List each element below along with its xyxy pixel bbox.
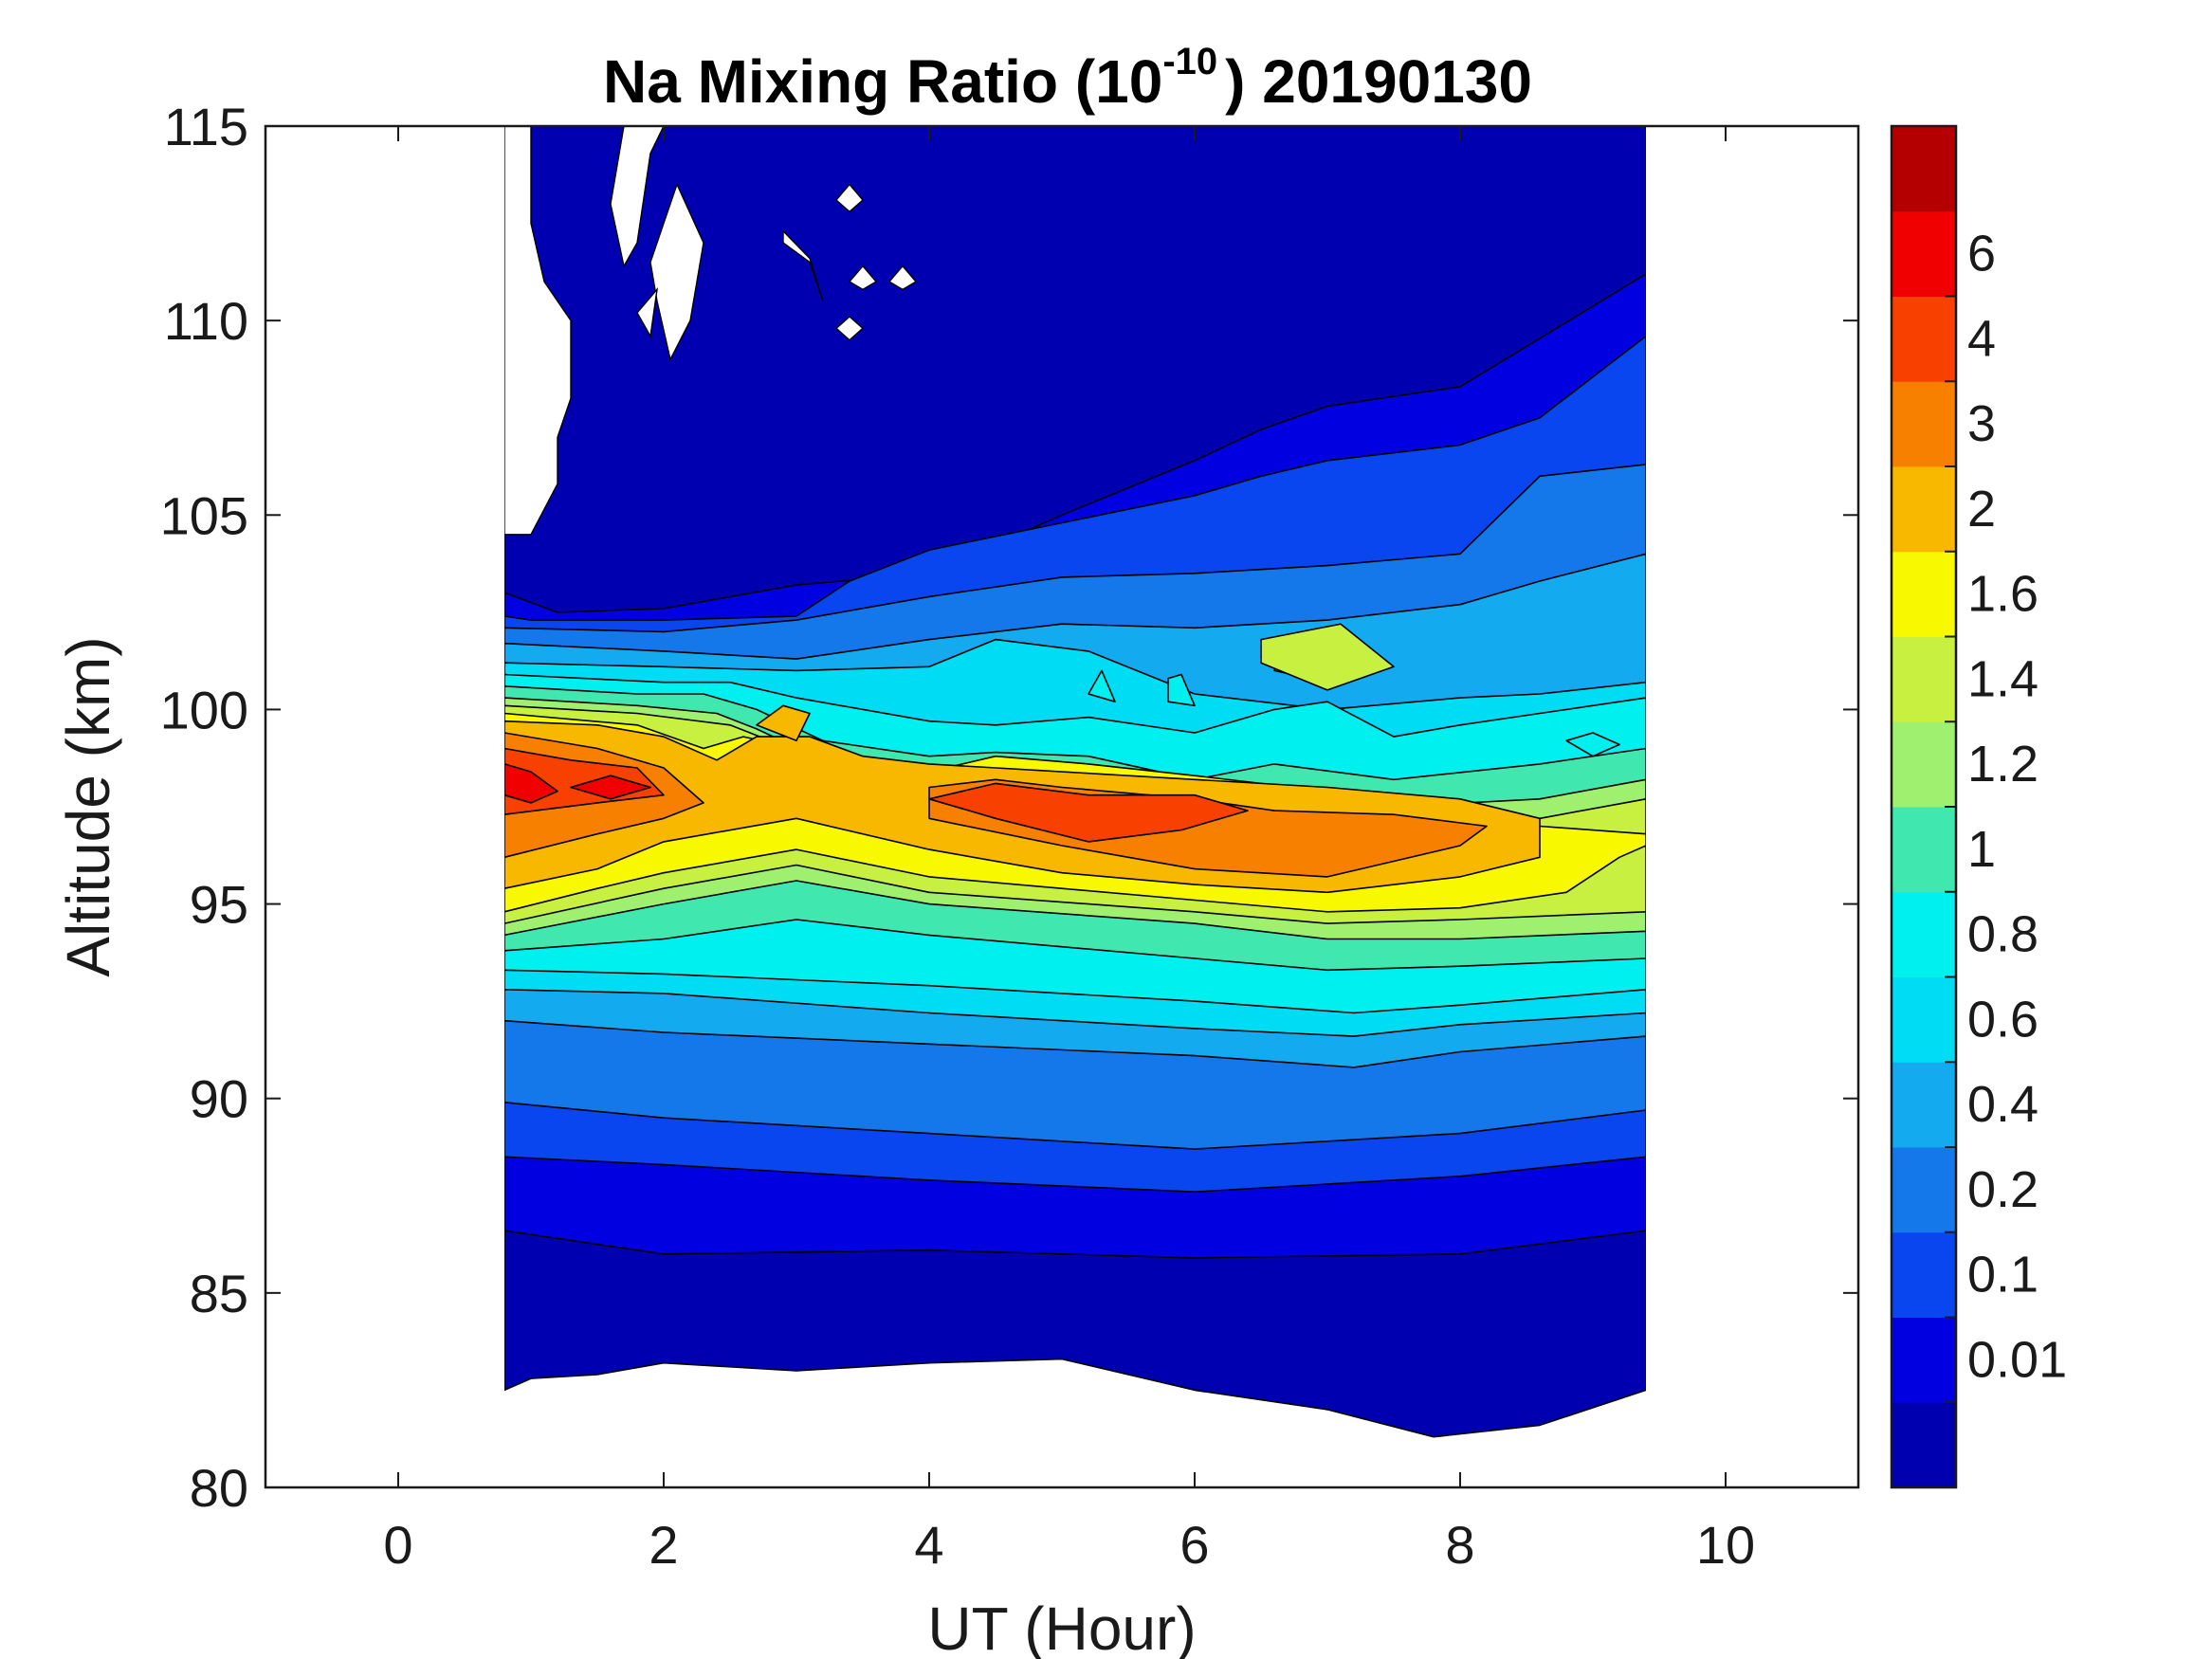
contour-band-6 (1167, 673, 1196, 707)
x-tick-label: 2 (649, 1515, 678, 1575)
x-tick-label: 10 (1696, 1515, 1755, 1575)
colorbar-tick-label: 0.01 (1967, 1331, 2067, 1388)
colorbar-tick-label: 4 (1967, 310, 1996, 367)
title-suffix: ) 20190130 (1225, 47, 1532, 116)
colorbar-tick-label: 2 (1967, 481, 1996, 538)
x-tick-label: 0 (383, 1515, 412, 1575)
contour-band-9 (1260, 623, 1395, 691)
colorbar-tick-label: 1.4 (1967, 650, 2038, 707)
y-tick-label: 110 (164, 291, 248, 351)
x-tick-label: 6 (1179, 1515, 1209, 1575)
colorbar-segment (1892, 126, 1956, 212)
y-axis-label: Altitude (km) (54, 636, 122, 976)
no-data-right (1646, 126, 1858, 1487)
colorbar-segment (1892, 551, 1956, 637)
y-tick-label: 95 (190, 875, 248, 935)
colorbar-segment (1892, 1317, 1956, 1403)
x-tick-label: 8 (1445, 1515, 1474, 1575)
colorbar-tick-label: 0.1 (1967, 1247, 2038, 1304)
colorbar-segment (1892, 891, 1956, 977)
missing-data-gap (835, 183, 864, 213)
colorbar-segment (1892, 381, 1956, 467)
missing-data-gap (848, 264, 878, 291)
colorbar-tick-label: 3 (1967, 395, 1996, 452)
colorbar: 0.01 0.1 0.2 0.4 0.6 0.8 1 1.2 1.4 1.6 2 3 4 6 (1890, 124, 2067, 1489)
contour-band-13 (928, 782, 1249, 843)
colorbar-tick-label: 0.6 (1967, 991, 2038, 1048)
colorbar-segment (1892, 721, 1956, 808)
missing-data-gap (887, 264, 918, 291)
missing-data-gap (649, 182, 704, 362)
x-tick-label: 4 (914, 1515, 943, 1575)
missing-data-gap (636, 287, 659, 338)
colorbar-segment (1892, 296, 1956, 382)
colorbar-segment (1892, 1402, 1956, 1488)
colorbar-tick-label: 1.6 (1967, 566, 2038, 623)
colorbar-tick-label: 1.2 (1967, 736, 2038, 793)
colorbar-segment (1892, 466, 1956, 553)
missing-data-gap (782, 229, 824, 301)
plot-area (265, 126, 1858, 1487)
colorbar-segment (1892, 1147, 1956, 1233)
y-tick-label: 90 (190, 1069, 248, 1129)
axes-box (264, 124, 1860, 1489)
title-main: Na Mixing Ratio (10 (603, 47, 1162, 116)
colorbar-tick-label: 0.2 (1967, 1161, 2038, 1218)
y-tick-label: 105 (160, 485, 248, 545)
colorbar-tick-label: 6 (1967, 226, 1996, 283)
x-axis: 0 2 4 6 8 10 (383, 126, 1755, 1575)
y-axis: 80 85 90 95 100 105 110 115 (160, 97, 1858, 1518)
colorbar-tick-label: 0.4 (1967, 1076, 2038, 1133)
contour-band-6 (1565, 732, 1620, 757)
missing-data-gap (834, 316, 865, 341)
colorbar-tick-label: 1 (1967, 821, 1996, 878)
x-axis-label: UT (Hour) (927, 1595, 1196, 1659)
y-tick-label: 85 (190, 1264, 248, 1323)
no-data-left (265, 126, 504, 1487)
y-tick-label: 115 (164, 97, 248, 156)
contour-band-11 (756, 704, 811, 742)
colorbar-segment (1892, 636, 1956, 722)
colorbar-segment (1892, 976, 1956, 1063)
colorbar-segment (1892, 807, 1956, 893)
colorbar-tick-label: 0.8 (1967, 906, 2038, 963)
y-tick-label: 100 (160, 680, 248, 739)
contour-band-6 (1088, 669, 1116, 703)
chart-title: Na Mixing Ratio (10-10) 20190130 (603, 41, 1532, 116)
missing-data-gap (503, 126, 572, 536)
contour-band-14 (570, 775, 651, 800)
y-tick-label: 80 (190, 1458, 248, 1518)
colorbar-segment (1892, 1062, 1956, 1148)
title-exponent: -10 (1162, 41, 1217, 82)
colorbar-segment (1892, 1231, 1956, 1318)
colorbar-segment (1892, 210, 1956, 297)
missing-data-gap (610, 126, 665, 268)
